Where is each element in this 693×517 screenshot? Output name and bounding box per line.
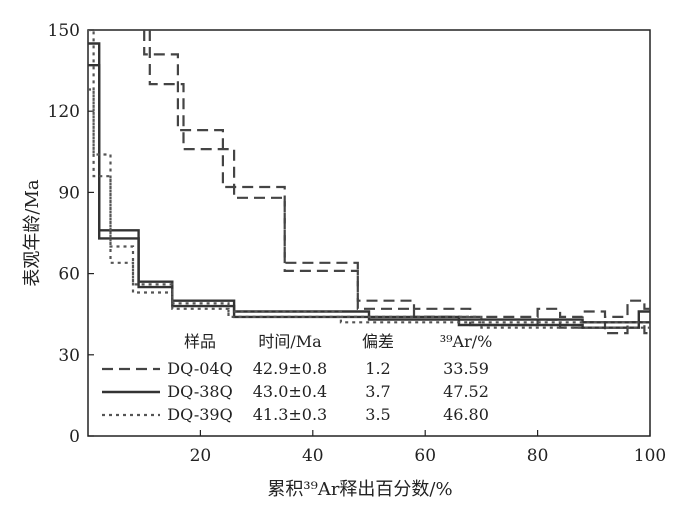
x-tick-label: 60 [414, 446, 436, 466]
x-tick-label: 80 [527, 446, 549, 466]
x-axis-title: 累积³⁹Ar释出百分数/% [267, 479, 452, 500]
y-tick-label: 150 [48, 21, 80, 41]
legend-header: 偏差 [362, 332, 394, 351]
legend-cell-error: 3.5 [365, 405, 390, 424]
plot-frame [87, 29, 651, 437]
y-axis-title: 表观年龄/Ma [22, 179, 43, 286]
y-tick-label: 30 [58, 346, 80, 366]
legend-cell-ar: 47.52 [443, 382, 489, 401]
legend-cell-error: 3.7 [365, 382, 390, 401]
legend-header: 样品 [184, 332, 216, 351]
series-dq-04q-lower [148, 30, 650, 335]
legend-cell-ar: 46.80 [443, 405, 489, 424]
legend-cell-sample: DQ-38Q [167, 382, 232, 401]
series-dq-39q-upper [88, 30, 650, 324]
x-tick-label: 40 [302, 446, 324, 466]
series-dq-04q-upper [143, 30, 650, 318]
legend-header: 时间/Ma [258, 332, 322, 351]
legend-cell-time: 43.0±0.4 [253, 382, 327, 401]
x-tick-label: 20 [190, 446, 212, 466]
legend-cell-sample: DQ-39Q [167, 405, 232, 424]
y-tick-label: 60 [58, 265, 80, 285]
y-tick-label: 120 [48, 102, 80, 122]
y-tick-label: 0 [69, 427, 80, 447]
legend-cell-ar: 33.59 [443, 359, 489, 378]
legend-cell-sample: DQ-04Q [167, 359, 232, 378]
axis-ticks: 20 40 60 80 100 0 30 60 90 120 150 [48, 21, 667, 466]
y-tick-label: 90 [58, 183, 80, 203]
series-dq-38q-lower [88, 63, 650, 329]
series-dq-38q-upper [88, 42, 650, 324]
series-dq-39q-lower [88, 88, 650, 329]
legend-cell-time: 42.9±0.8 [253, 359, 327, 378]
x-tick-label: 100 [634, 446, 666, 466]
legend-header: ³⁹Ar/% [440, 332, 493, 351]
legend-cell-error: 1.2 [365, 359, 390, 378]
legend: 样品 时间/Ma 偏差 ³⁹Ar/% DQ-04Q 42.9±0.8 1.2 33.59 DQ-… [102, 332, 492, 424]
series-layer [88, 30, 650, 335]
legend-cell-time: 41.3±0.3 [253, 405, 327, 424]
